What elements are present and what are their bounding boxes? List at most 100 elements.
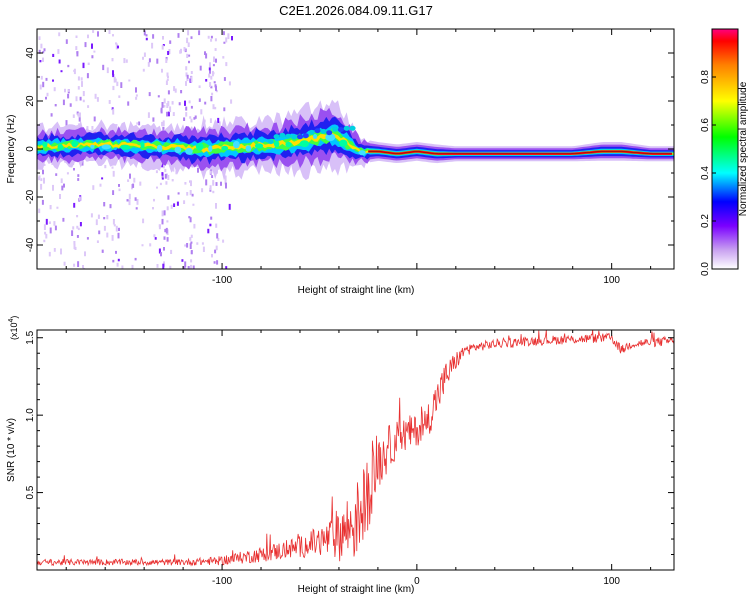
spectrogram-speckle	[173, 86, 176, 92]
spectrogram-speckle	[175, 170, 178, 175]
spectrogram-y-tick-label: 40	[25, 47, 36, 59]
spectrogram-blob	[156, 144, 163, 153]
spectrogram-speckle	[215, 58, 217, 63]
spectrogram-speckle	[185, 112, 188, 117]
spectrogram-speckle	[165, 227, 168, 234]
spectrogram-speckle	[193, 117, 196, 120]
spectrogram-speckle	[187, 266, 190, 269]
snr-y-label: SNR (10 * v/v)	[6, 418, 17, 482]
spectrogram-speckle	[163, 247, 165, 251]
spectrogram-speckle	[212, 182, 215, 186]
spectrogram-speckle	[190, 241, 193, 244]
spectrogram-speckle	[94, 93, 97, 99]
spectrogram-speckle	[148, 58, 151, 63]
spectrogram-speckle	[112, 190, 115, 195]
spectrogram-speckle	[198, 85, 201, 88]
spectrogram-speckle	[217, 237, 220, 241]
spectrogram-y-tick-label: 0	[25, 146, 36, 152]
spectrogram-speckle	[223, 107, 226, 112]
spectrogram-speckle	[209, 170, 212, 174]
spectrogram-speckle	[118, 227, 120, 231]
spectrogram-speckle	[44, 231, 47, 235]
spectrogram-speckle	[162, 36, 164, 40]
spectrogram-speckle	[156, 58, 159, 64]
snr-multiplier-base: (x10	[9, 322, 19, 340]
spectrogram-speckle	[73, 243, 76, 250]
spectrogram-speckle	[86, 126, 89, 130]
spectrogram-speckle	[152, 34, 155, 39]
spectrogram-branch-blob	[285, 133, 292, 139]
spectrogram-speckle	[65, 39, 68, 44]
spectrogram-speckle	[222, 31, 225, 36]
spectrogram-speckle	[216, 260, 219, 265]
spectrogram-speckle	[185, 81, 187, 86]
spectrogram-speckle	[156, 264, 159, 268]
spectrogram-speckle	[77, 86, 80, 90]
spectrogram-speckle	[40, 183, 43, 190]
spectrogram-speckle	[115, 124, 118, 127]
spectrogram-speckle	[131, 184, 133, 190]
spectrogram-speckle	[117, 232, 120, 239]
snr-y-tick-label: 1.5	[25, 330, 36, 344]
spectrogram-speckle	[224, 180, 227, 185]
spectrogram-speckle	[211, 70, 214, 77]
spectrogram-speckle	[63, 261, 66, 266]
spectrogram-speckle	[167, 90, 170, 95]
spectrogram-speckle	[135, 87, 137, 93]
chart-title: C2E1.2026.084.09.11.G17	[279, 3, 433, 18]
spectrogram-speckle	[128, 199, 131, 206]
spectrogram-speckle	[153, 234, 156, 238]
spectrogram-speckle	[72, 114, 75, 118]
spectrogram-speckle	[165, 80, 168, 85]
spectrogram-speckle	[183, 117, 186, 121]
colorbar-tick-label: 0.0	[700, 262, 711, 276]
spectrogram-blob	[208, 145, 213, 152]
spectrogram-speckle	[164, 173, 167, 179]
spectrogram-speckle	[166, 220, 169, 223]
spectrogram-speckle	[57, 49, 60, 54]
spectrogram-speckle	[166, 173, 168, 178]
spectrogram-speckle	[53, 221, 56, 226]
spectrogram-speckle	[201, 242, 204, 245]
spectrogram-speckle	[43, 239, 46, 243]
spectrogram-speckle	[84, 42, 87, 48]
spectrogram-speckle	[188, 54, 191, 57]
spectrogram-panel: -100 100 -40 -20 0 20 40 Height of straight li…	[6, 28, 675, 296]
spectrogram-speckle	[166, 111, 169, 117]
spectrogram-speckle	[91, 43, 93, 49]
spectrogram-speckle	[38, 49, 41, 54]
spectrogram-speckle	[73, 168, 75, 171]
spectrogram-speckle	[77, 76, 80, 81]
spectrogram-speckle	[190, 259, 193, 263]
spectrogram-speckle	[81, 81, 83, 87]
spectrogram-speckle	[53, 87, 56, 92]
spectrogram-speckle	[43, 177, 45, 184]
spectrogram-speckle	[169, 40, 172, 44]
spectrogram-speckle	[167, 51, 170, 55]
spectrogram-speckle	[74, 246, 77, 250]
spectrogram-blob	[274, 140, 280, 148]
spectrogram-speckle	[135, 94, 138, 97]
spectrogram-speckle	[166, 237, 169, 242]
spectrogram-speckle	[143, 30, 146, 36]
spectrogram-speckle	[164, 228, 167, 233]
spectrogram-speckle	[73, 202, 76, 208]
spectrogram-speckle	[161, 172, 164, 176]
spectrogram-speckle	[200, 109, 203, 115]
spectrogram-speckle	[223, 41, 226, 44]
spectrogram-speckle	[142, 56, 144, 60]
spectrogram-speckle	[76, 111, 79, 115]
spectrogram-speckle	[115, 42, 117, 45]
spectrogram-blob	[221, 145, 229, 151]
spectrogram-speckle	[184, 261, 187, 268]
spectrogram-speckle	[222, 56, 225, 59]
spectrogram-speckle	[112, 85, 115, 91]
spectrogram-speckle	[225, 62, 228, 67]
spectrogram-speckle	[112, 219, 115, 225]
spectrogram-speckle	[127, 179, 130, 182]
spectrogram-speckle	[112, 108, 115, 115]
spectrogram-blob	[120, 144, 131, 150]
spectrogram-speckle	[191, 193, 194, 197]
spectrogram-speckle	[42, 51, 45, 54]
spectrogram-speckle	[66, 172, 69, 175]
